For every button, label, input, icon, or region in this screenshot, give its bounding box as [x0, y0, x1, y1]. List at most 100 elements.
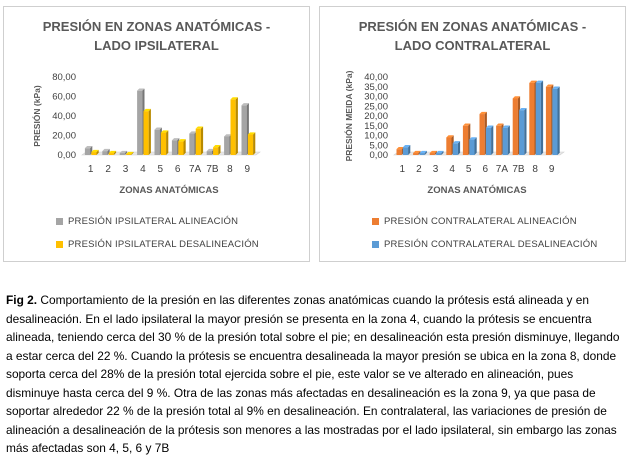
bar-side [253, 132, 256, 155]
bar-alineacion [512, 98, 518, 155]
bar-desalineacion [436, 153, 442, 155]
bar-top [102, 148, 110, 152]
bar-side [96, 149, 99, 155]
bar-top [160, 130, 169, 133]
bar-alineacion [206, 151, 212, 155]
bar-top [529, 80, 537, 83]
y-tick-label: 35,00 [364, 82, 388, 93]
bar-alineacion [545, 86, 552, 155]
chart-title-line-1: PRESIÓN EN ZONAS ANATÓMICAS - [358, 19, 587, 34]
bar-side [218, 145, 221, 155]
bar-alineacion [137, 90, 143, 155]
legend-label: PRESIÓN CONTRALATERAL DESALINEACIÓN [384, 239, 598, 250]
x-tick-label: 5 [158, 164, 164, 175]
bar-top [224, 134, 232, 137]
bar-desalineacion [143, 111, 149, 155]
x-tick-label: 1 [400, 164, 406, 175]
bar-alineacion [241, 105, 247, 155]
caption-label: Fig 2. [6, 293, 38, 307]
bar-top [496, 123, 504, 126]
bar-side [124, 150, 128, 155]
bar-side [557, 86, 560, 155]
x-tick-label: 8 [532, 164, 538, 175]
bar-top [535, 80, 544, 83]
legend-swatch-desalineacion [56, 241, 63, 248]
bar-side [183, 139, 186, 155]
bar-top [479, 111, 487, 115]
x-tick-label: 8 [227, 164, 233, 175]
bar-desalineacion [91, 152, 97, 155]
chart-title-contralateral: PRESIÓN EN ZONAS ANATÓMICAS - LADO CONTR… [320, 17, 625, 55]
x-tick-label: 3 [433, 164, 439, 175]
bar-side [540, 80, 544, 155]
bar-top [230, 97, 238, 100]
x-tick-label: 2 [416, 164, 422, 175]
x-tick-label: 7B [206, 164, 219, 175]
x-tick-label: 1 [88, 164, 94, 175]
chart-title-line-2: LADO CONTRALATERAL [394, 38, 551, 53]
bar-alineacion [446, 137, 452, 155]
x-tick-label: 6 [175, 164, 181, 175]
bar-side [107, 148, 110, 155]
x-axis-title: ZONAS ANATÓMICAS [427, 184, 526, 196]
bar-desalineacion [469, 139, 475, 155]
bar-top [545, 84, 554, 87]
bar-side [434, 150, 438, 155]
bar-desalineacion [213, 147, 219, 155]
bar-top [137, 88, 145, 91]
bar-top [189, 131, 197, 134]
x-tick-label: 7A [496, 164, 509, 175]
bar-desalineacion [502, 127, 508, 155]
y-tick-label: 60,00 [52, 92, 76, 103]
bar-top [206, 148, 215, 152]
x-tick-label: 9 [549, 164, 555, 175]
bar-side [524, 107, 527, 155]
legend-swatch-alineacion [56, 218, 63, 225]
chart-panel-ipsilateral: PRESIÓN EN ZONAS ANATÓMICAS - LADO IPSIL… [3, 6, 310, 262]
bar-top [241, 103, 249, 106]
x-tick-label: 9 [245, 164, 251, 175]
bar-top [512, 96, 521, 99]
bar-alineacion [529, 82, 535, 155]
bar-desalineacion [126, 154, 132, 155]
y-tick-label: 30,00 [364, 92, 388, 103]
bar-top [436, 150, 444, 154]
bar-top [462, 123, 471, 126]
bar-alineacion [102, 151, 108, 155]
bar-top [552, 86, 560, 89]
chart-title-ipsilateral: PRESIÓN EN ZONAS ANATÓMICAS - LADO IPSIL… [4, 17, 309, 55]
bar-alineacion [462, 125, 469, 155]
x-tick-label: 4 [140, 164, 146, 175]
bar-top [485, 125, 494, 128]
bar-top [446, 135, 454, 138]
bar-side [200, 126, 204, 155]
bar-alineacion [189, 133, 195, 155]
bar-side [418, 150, 421, 155]
bar-desalineacion [160, 132, 167, 155]
bar-side [113, 150, 117, 155]
bar-side [131, 151, 134, 155]
bar-top [195, 126, 204, 129]
caption-text: Comportamiento de la presión en las dife… [6, 293, 620, 455]
figure-caption: Fig 2. Comportamiento de la presión en l… [6, 291, 626, 458]
x-tick-label: 3 [123, 164, 129, 175]
y-tick-label: 15,00 [364, 121, 388, 132]
y-axis-title: PRESIÓN MEIDA (kPa) [343, 70, 354, 161]
bar-top [84, 145, 93, 149]
bar-desalineacion [178, 141, 184, 155]
bar-top [108, 150, 117, 154]
chart-ipsilateral: 0,00 20,00 40,00 60,00 80,00 PRESIÓN (kPa) 1 2 3… [31, 72, 261, 196]
y-tick-label: 25,00 [364, 101, 388, 112]
bar-alineacion [429, 153, 435, 155]
bar-top [91, 149, 99, 153]
bar-alineacion [479, 114, 485, 155]
x-tick-label: 7B [512, 164, 525, 175]
legend-label: PRESIÓN CONTRALATERAL ALINEACIÓN [384, 216, 577, 227]
bar-desalineacion [452, 143, 458, 155]
legend-item: PRESIÓN CONTRALATERAL ALINEACIÓN [372, 215, 597, 228]
bar-side [148, 108, 151, 155]
bar-alineacion [224, 136, 230, 155]
y-tick-label: 20,00 [52, 131, 76, 142]
legend-item: PRESIÓN CONTRALATERAL DESALINEACIÓN [372, 238, 597, 251]
legend-item: PRESIÓN IPSILATERAL DESALINEACIÓN [56, 238, 259, 251]
